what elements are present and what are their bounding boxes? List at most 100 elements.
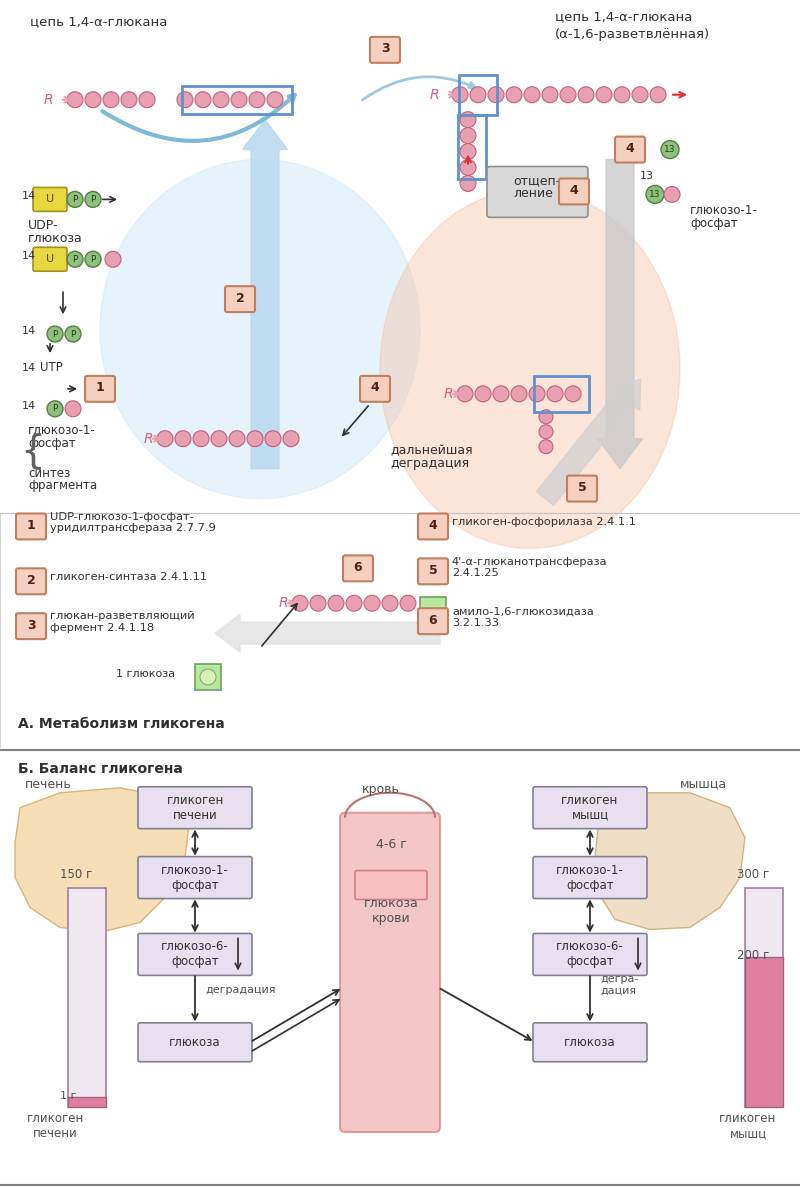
Circle shape — [65, 326, 81, 342]
Circle shape — [578, 87, 594, 103]
Text: 13: 13 — [650, 190, 661, 199]
Text: 14: 14 — [22, 326, 36, 336]
Text: 14: 14 — [22, 401, 36, 411]
Bar — [459, 75, 497, 115]
Text: 2: 2 — [236, 292, 244, 305]
Text: 4: 4 — [570, 184, 578, 197]
FancyBboxPatch shape — [33, 188, 67, 211]
Text: 3: 3 — [26, 618, 35, 631]
Text: 3: 3 — [381, 43, 390, 56]
Circle shape — [195, 91, 211, 108]
Circle shape — [452, 87, 468, 103]
Circle shape — [105, 252, 121, 267]
Text: глюкозо-6-
фосфат: глюкозо-6- фосфат — [161, 940, 229, 969]
Circle shape — [400, 595, 416, 611]
Circle shape — [493, 386, 509, 402]
Circle shape — [249, 91, 265, 108]
Text: P: P — [90, 255, 96, 264]
Circle shape — [47, 401, 63, 417]
Text: 5: 5 — [578, 481, 586, 494]
Circle shape — [565, 386, 581, 402]
Text: P: P — [52, 405, 58, 413]
Circle shape — [65, 401, 81, 417]
Text: гликоген
печени: гликоген печени — [166, 794, 224, 821]
Circle shape — [67, 91, 83, 108]
Circle shape — [457, 386, 473, 402]
Text: гликоген
мышц: гликоген мышц — [562, 794, 618, 821]
Text: 1 глюкоза: 1 глюкоза — [116, 669, 175, 679]
Circle shape — [524, 87, 540, 103]
FancyArrow shape — [537, 380, 641, 506]
Text: дегра-
дация: дегра- дация — [600, 973, 638, 996]
FancyBboxPatch shape — [16, 514, 46, 539]
Circle shape — [460, 112, 476, 128]
Circle shape — [664, 186, 680, 203]
Text: фосфат: фосфат — [690, 217, 738, 230]
Text: UTP: UTP — [40, 361, 62, 374]
Circle shape — [511, 386, 527, 402]
FancyBboxPatch shape — [567, 476, 597, 502]
Circle shape — [650, 87, 666, 103]
Text: глюкоза: глюкоза — [169, 1036, 221, 1049]
Text: U: U — [46, 195, 54, 204]
Circle shape — [506, 87, 522, 103]
Bar — [745, 888, 783, 1107]
FancyBboxPatch shape — [16, 569, 46, 595]
FancyBboxPatch shape — [138, 787, 252, 829]
Text: гликоген-синтаза 2.4.1.11: гликоген-синтаза 2.4.1.11 — [50, 572, 207, 583]
Text: дальнейшая: дальнейшая — [390, 444, 473, 457]
Text: мышца: мышца — [680, 777, 727, 791]
Text: отщеп-: отщеп- — [513, 174, 560, 188]
Circle shape — [382, 595, 398, 611]
Circle shape — [346, 595, 362, 611]
FancyBboxPatch shape — [615, 137, 645, 163]
Text: глюкоза: глюкоза — [28, 233, 82, 246]
FancyBboxPatch shape — [533, 787, 647, 829]
Circle shape — [542, 87, 558, 103]
FancyBboxPatch shape — [418, 514, 448, 539]
Text: Б. Баланс гликогена: Б. Баланс гликогена — [18, 762, 183, 776]
FancyBboxPatch shape — [360, 376, 390, 402]
Circle shape — [614, 87, 630, 103]
Circle shape — [85, 91, 101, 108]
Text: гликоген
печени: гликоген печени — [26, 1112, 84, 1140]
FancyBboxPatch shape — [355, 870, 427, 900]
Text: гликоген
мышц: гликоген мышц — [719, 1112, 777, 1140]
Text: фосфат: фосфат — [28, 437, 76, 450]
FancyBboxPatch shape — [225, 286, 255, 312]
Text: 200 г: 200 г — [737, 950, 770, 963]
Text: R: R — [443, 387, 453, 401]
Ellipse shape — [100, 159, 420, 499]
Text: амило-1,6-глюкозидаза
3.2.1.33: амило-1,6-глюкозидаза 3.2.1.33 — [452, 607, 594, 628]
Circle shape — [200, 669, 216, 685]
Text: 4-6 г: 4-6 г — [375, 838, 406, 851]
Text: глюкозо-1-
фосфат: глюкозо-1- фосфат — [556, 864, 624, 891]
Circle shape — [539, 439, 553, 453]
Text: глюкозо-1-
фосфат: глюкозо-1- фосфат — [161, 864, 229, 891]
Text: 13: 13 — [640, 171, 654, 182]
Circle shape — [85, 191, 101, 208]
Text: 2: 2 — [26, 573, 35, 586]
Text: 4: 4 — [626, 142, 634, 155]
Text: R: R — [143, 432, 153, 445]
Text: 14: 14 — [22, 252, 36, 261]
Circle shape — [85, 252, 101, 267]
Text: R: R — [278, 596, 288, 610]
FancyBboxPatch shape — [418, 558, 448, 584]
FancyArrow shape — [215, 614, 440, 652]
Text: 1 г: 1 г — [60, 1091, 76, 1102]
Text: цепь 1,4-α-глюкана: цепь 1,4-α-глюкана — [30, 15, 167, 28]
Text: деградация: деградация — [205, 985, 275, 996]
Text: глюкоза: глюкоза — [564, 1036, 616, 1049]
FancyBboxPatch shape — [16, 614, 46, 639]
FancyBboxPatch shape — [533, 1023, 647, 1061]
Text: 6: 6 — [354, 560, 362, 573]
Text: 13: 13 — [664, 145, 676, 154]
Text: цепь 1,4-α-глюкана: цепь 1,4-α-глюкана — [555, 9, 692, 23]
Circle shape — [364, 595, 380, 611]
Text: 4: 4 — [370, 381, 379, 394]
Text: (α-1,6-разветвлённая): (α-1,6-разветвлённая) — [555, 27, 710, 40]
Text: 150 г: 150 г — [60, 868, 92, 881]
Circle shape — [265, 431, 281, 446]
Circle shape — [103, 91, 119, 108]
